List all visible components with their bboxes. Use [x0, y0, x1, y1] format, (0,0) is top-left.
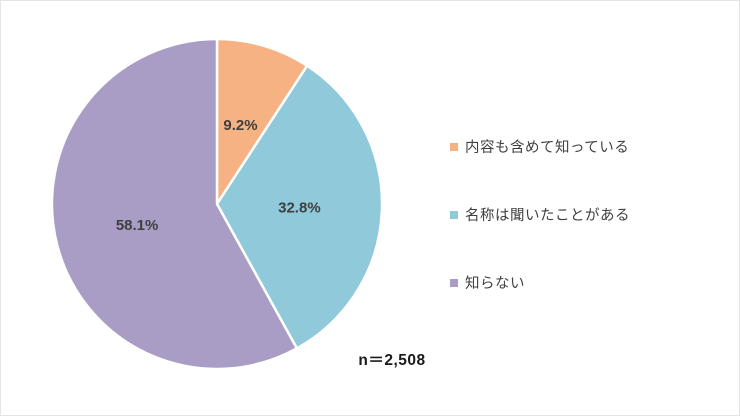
- legend-item-1: 名称は聞いたことがある: [450, 204, 630, 225]
- pie-slice-label-1: 32.8%: [278, 199, 321, 216]
- pie-slice-0: [215, 37, 309, 206]
- legend-label: 内容も含めて知っている: [465, 140, 630, 156]
- legend-label: 知らない: [465, 276, 525, 292]
- legend-item-2: 知らない: [450, 272, 630, 293]
- legend-marker-icon: [450, 143, 458, 151]
- legend-marker-icon: [450, 279, 458, 287]
- pie-slice-label-2: 58.1%: [116, 217, 159, 234]
- pie-slice-2: [50, 37, 299, 371]
- chart-legend: 内容も含めて知っている 名称は聞いたことがある 知らない: [450, 136, 630, 293]
- legend-label: 名称は聞いたことがある: [465, 208, 630, 224]
- pie-slice-label-0: 9.2%: [223, 117, 257, 134]
- legend-item-0: 内容も含めて知っている: [450, 136, 630, 157]
- sample-size-label: n＝2,508: [358, 352, 426, 369]
- legend-marker-icon: [450, 211, 458, 219]
